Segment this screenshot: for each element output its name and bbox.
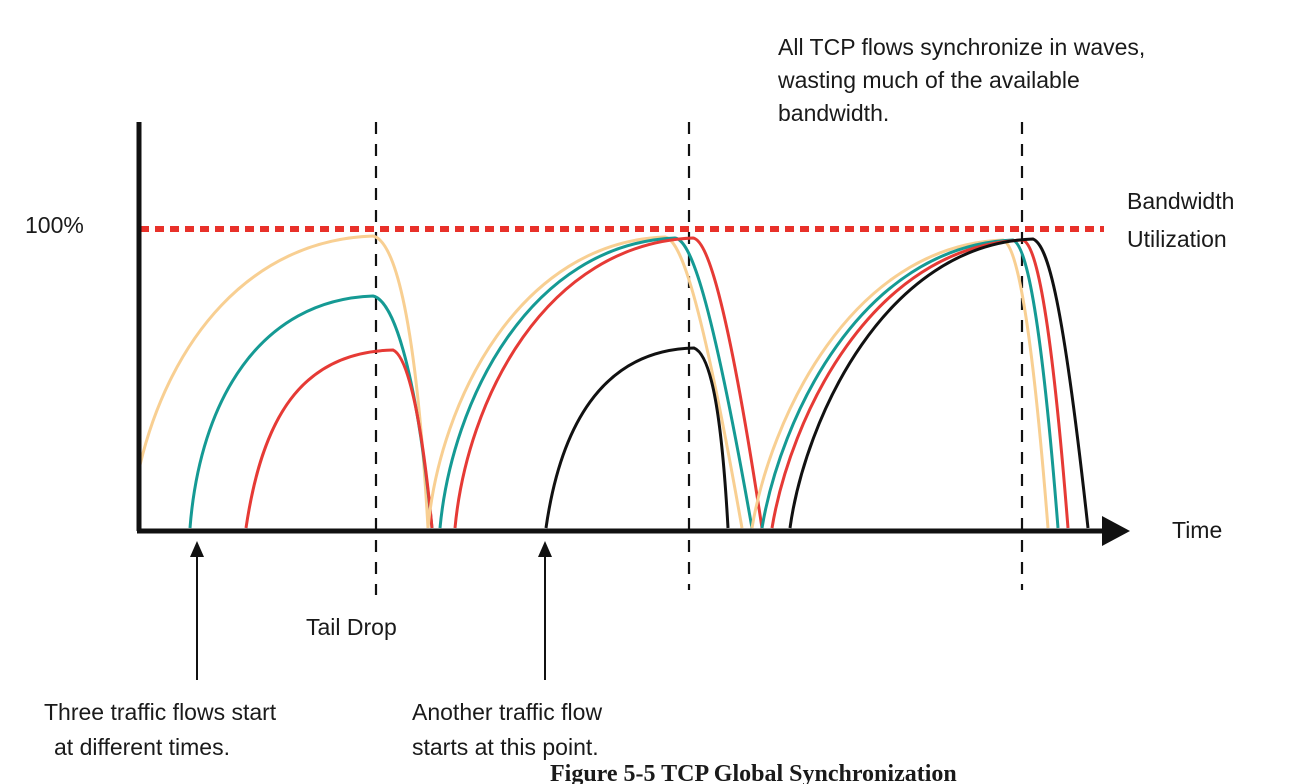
another-flow-label-line2: starts at this point. [412,734,599,760]
three-flows-label-line1: Three traffic flows start [44,699,277,725]
x-axis-label: Time [1172,517,1222,543]
flow-curve-red-wave-1 [244,348,434,529]
three-flows-arrow-head [190,541,204,557]
sync-note-line1: All TCP flows synchronize in waves, [778,34,1145,60]
flow-curve-black-wave-2 [544,346,730,529]
flow-curve-red-wave-2 [453,236,764,529]
threshold-label-line1: Bandwidth [1127,188,1234,214]
threshold-label-line2: Utilization [1127,226,1227,252]
another-flow-arrow-head [538,541,552,557]
x-axis-arrowhead [1102,516,1130,546]
sync-note-line2: wasting much of the available [777,67,1080,93]
flow-curve-teal-wave-3 [760,238,1060,529]
tail-drop-label: Tail Drop [306,614,397,640]
flow-curve-teal-wave-2 [438,236,754,529]
flow-curve-teal-wave-1 [188,294,434,529]
three-flows-label-line2: at different times. [54,734,230,760]
another-flow-label-line1: Another traffic flow [412,699,602,725]
flow-curve-peach-wave-2 [426,235,744,529]
sync-note-line3: bandwidth. [778,100,889,126]
flow-curve-black-wave-3 [788,237,1090,529]
figure-caption: Figure 5-5 TCP Global Synchronization [550,761,957,784]
flow-curve-peach-wave-1 [138,234,430,529]
flow-curve-peach-wave-3 [750,238,1050,529]
y-tick-100-label: 100% [25,212,84,238]
